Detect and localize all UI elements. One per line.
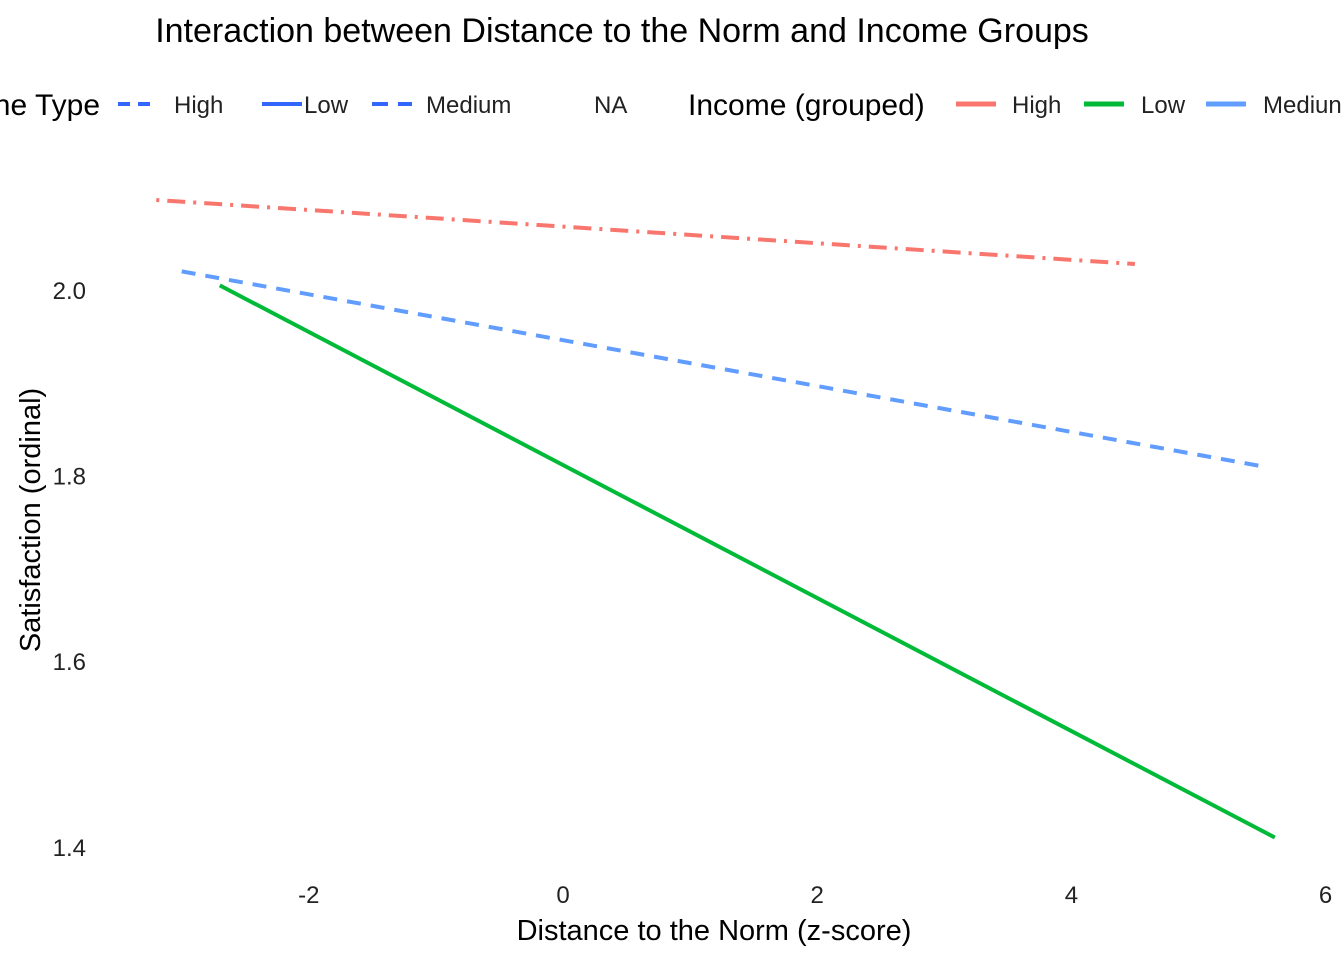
y-tick-label: 1.6 xyxy=(53,649,86,676)
legend-label-line-type: Low xyxy=(304,92,349,119)
x-tick-label: 2 xyxy=(811,882,824,909)
series-line-high xyxy=(156,198,1136,266)
y-tick-label: 2.0 xyxy=(53,278,86,305)
legends: ne Type High Low Medium NA Income (grouped) Hi… xyxy=(0,89,1342,122)
legend-label-income: High xyxy=(1012,92,1061,119)
series-line-medium xyxy=(181,269,1263,469)
x-tick-label: 4 xyxy=(1065,882,1078,909)
legend-title-income: Income (grouped) xyxy=(688,89,925,122)
series-line-low xyxy=(218,283,1276,840)
y-axis: 1.4 1.6 1.8 2.0 xyxy=(53,278,86,862)
x-axis-label: Distance to the Norm (z-score) xyxy=(517,915,912,947)
x-tick-label: -2 xyxy=(298,882,319,909)
legend-label-line-type: Medium xyxy=(426,92,511,119)
x-tick-label: 6 xyxy=(1319,882,1332,909)
legend-label-income: Mediun xyxy=(1263,92,1342,119)
series-lines xyxy=(156,198,1276,840)
y-tick-label: 1.4 xyxy=(53,835,86,862)
legend-title-line-type: ne Type xyxy=(0,89,100,122)
y-axis-label: Satisfaction (ordinal) xyxy=(15,388,47,652)
legend-label-line-type: High xyxy=(174,92,223,119)
legend-label-line-type: NA xyxy=(594,92,627,119)
legend-label-income: Low xyxy=(1141,92,1186,119)
x-axis: -2 0 2 4 6 xyxy=(298,882,1332,909)
chart-title: Interaction between Distance to the Norm… xyxy=(155,12,1089,50)
y-tick-label: 1.8 xyxy=(53,464,86,491)
x-tick-label: 0 xyxy=(556,882,569,909)
